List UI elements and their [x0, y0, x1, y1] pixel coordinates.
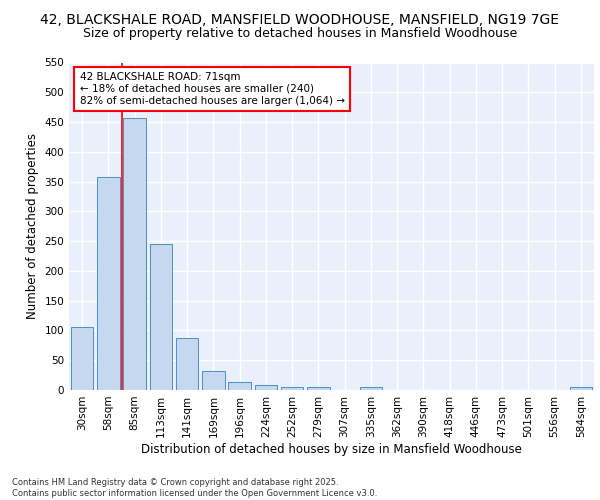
Bar — [97, 178, 119, 390]
Bar — [281, 387, 303, 390]
Text: Size of property relative to detached houses in Mansfield Woodhouse: Size of property relative to detached ho… — [83, 28, 517, 40]
Bar — [150, 244, 172, 390]
Bar — [124, 118, 146, 390]
Bar — [255, 385, 277, 390]
Bar — [360, 387, 382, 390]
X-axis label: Distribution of detached houses by size in Mansfield Woodhouse: Distribution of detached houses by size … — [141, 442, 522, 456]
Text: Contains HM Land Registry data © Crown copyright and database right 2025.
Contai: Contains HM Land Registry data © Crown c… — [12, 478, 377, 498]
Text: 42, BLACKSHALE ROAD, MANSFIELD WOODHOUSE, MANSFIELD, NG19 7GE: 42, BLACKSHALE ROAD, MANSFIELD WOODHOUSE… — [41, 12, 560, 26]
Bar — [229, 382, 251, 390]
Y-axis label: Number of detached properties: Number of detached properties — [26, 133, 39, 320]
Bar — [71, 328, 93, 390]
Text: 42 BLACKSHALE ROAD: 71sqm
← 18% of detached houses are smaller (240)
82% of semi: 42 BLACKSHALE ROAD: 71sqm ← 18% of detac… — [79, 72, 344, 106]
Bar — [307, 387, 329, 390]
Bar — [202, 371, 224, 390]
Bar — [570, 387, 592, 390]
Bar — [176, 338, 198, 390]
